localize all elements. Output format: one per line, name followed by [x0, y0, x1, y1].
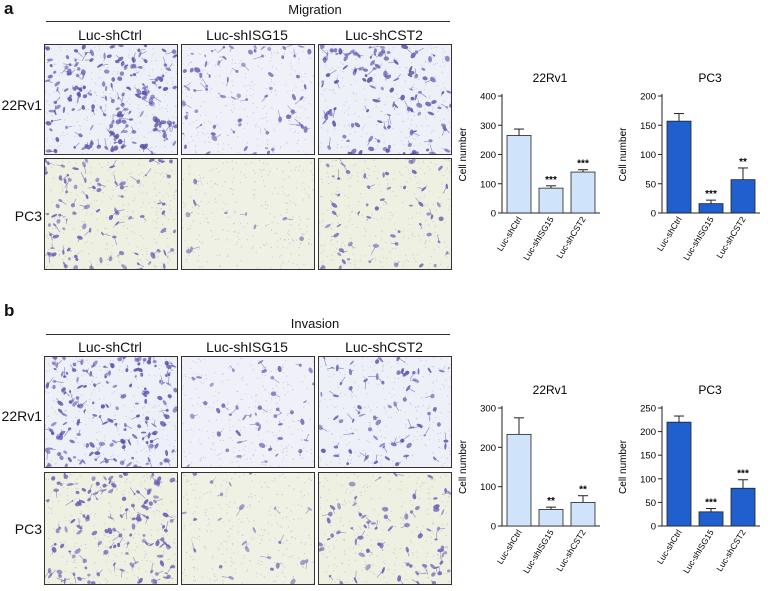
x-tick-label: Luc-shCtrl	[655, 528, 684, 566]
micrograph-migration-22rv1-shcst2	[318, 44, 452, 155]
significance-marker: **	[547, 496, 555, 507]
migration-title: Migration	[288, 2, 342, 17]
significance-marker: **	[739, 157, 747, 168]
y-tick-label: 0	[491, 209, 496, 220]
bar-luc-shctrl	[506, 433, 532, 527]
chart-migration-22rv1: 22Rv1 Cell number 0 100 200 300 400 Luc-shCtrl *…	[458, 71, 600, 263]
y-tick-label: 0	[651, 522, 656, 533]
chart-migration-pc3: PC3 Cell number 0 50 100 150 200 Luc-shCtrl *** L…	[618, 71, 760, 263]
bar-luc-shcst2	[730, 487, 756, 527]
y-tick-label: 400	[480, 92, 496, 103]
chart-title: PC3	[698, 71, 722, 85]
bar-luc-shisg15	[698, 511, 724, 527]
x-tick-label: Luc-shISG15	[521, 215, 556, 263]
chart-title: PC3	[698, 383, 722, 397]
y-tick-label: 100	[480, 482, 496, 493]
micrograph-invasion-22rv1-shisg15	[181, 356, 315, 468]
chart-plot-area	[498, 406, 600, 527]
micrograph-migration-pc3-shctrl	[44, 158, 178, 270]
y-tick-label: 200	[480, 443, 496, 454]
x-tick-label: Luc-shISG15	[521, 528, 556, 576]
y-tick-label: 50	[645, 498, 656, 509]
y-tick-label: 300	[480, 404, 496, 415]
x-tick-label: Luc-shCST2	[554, 528, 588, 574]
y-tick-label: 100	[640, 474, 656, 485]
invasion-title: Invasion	[290, 316, 340, 331]
x-tick-label: Luc-shCST2	[554, 215, 588, 261]
y-tick-label: 200	[640, 92, 656, 103]
y-tick-label: 0	[491, 522, 496, 533]
y-tick-label: 300	[480, 121, 496, 132]
bar-luc-shcst2	[570, 171, 596, 214]
y-tick-label: 150	[640, 121, 656, 132]
invasion-title-rule	[46, 334, 450, 335]
chart-invasion-22rv1: 22Rv1 Cell number 0 100 200 300 Luc-shCtrl ** Lu…	[458, 383, 600, 576]
migration-title-rule	[46, 21, 450, 22]
invasion-row-label-22rv1: 22Rv1	[1, 408, 42, 424]
chart-plot-area	[658, 94, 760, 214]
micrograph-invasion-pc3-shisg15	[181, 472, 315, 585]
significance-marker: ***	[705, 498, 717, 509]
micrograph-migration-22rv1-shctrl	[44, 44, 178, 155]
migration-col-label-shctrl: Luc-shCtrl	[78, 27, 142, 43]
y-tick-label: 150	[640, 451, 656, 462]
bar-luc-shisg15	[698, 203, 724, 214]
invasion-row-label-pc3: PC3	[14, 521, 42, 537]
micrograph-invasion-22rv1-shcst2	[318, 356, 452, 468]
y-axis-label: Cell number	[618, 439, 629, 494]
chart-plot-area	[498, 94, 600, 214]
bar-luc-shctrl	[506, 135, 532, 214]
chart-invasion-pc3: PC3 Cell number 0 50 100 150 200 250 Luc-shCtrl *…	[618, 383, 760, 576]
y-axis-label: Cell number	[458, 439, 469, 494]
micrograph-invasion-pc3-shcst2	[318, 472, 452, 585]
micrograph-invasion-22rv1-shctrl	[44, 356, 178, 468]
y-tick-label: 200	[480, 150, 496, 161]
y-axis-label: Cell number	[458, 127, 469, 182]
chart-title: 22Rv1	[533, 383, 568, 397]
micrograph-migration-pc3-shcst2	[318, 158, 452, 270]
chart-title: 22Rv1	[533, 71, 568, 85]
micrograph-migration-pc3-shisg15	[181, 158, 315, 270]
significance-marker: ***	[545, 175, 557, 186]
micrograph-invasion-pc3-shctrl	[44, 472, 178, 585]
panel-letter-a: a	[4, 0, 14, 18]
bar-luc-shisg15	[538, 509, 564, 527]
bar-luc-shcst2	[570, 502, 596, 527]
x-tick-label: Luc-shCST2	[714, 215, 748, 261]
significance-marker: ***	[577, 159, 589, 170]
y-tick-label: 100	[640, 150, 656, 161]
migration-row-label-pc3: PC3	[14, 208, 42, 224]
panel-letter-b: b	[4, 301, 15, 320]
y-tick-label: 0	[651, 209, 656, 220]
micrograph-migration-22rv1-shisg15	[181, 44, 315, 155]
x-tick-label: Luc-shCtrl	[495, 215, 524, 253]
bar-luc-shctrl	[666, 120, 692, 214]
migration-col-label-shisg15: Luc-shISG15	[206, 27, 288, 43]
migration-col-label-shcst2: Luc-shCST2	[345, 27, 423, 43]
x-tick-label: Luc-shCtrl	[655, 215, 684, 253]
invasion-col-label-shctrl: Luc-shCtrl	[78, 339, 142, 355]
y-tick-label: 200	[640, 427, 656, 438]
migration-row-label-22rv1: 22Rv1	[1, 97, 42, 113]
bar-luc-shctrl	[666, 421, 692, 527]
x-tick-label: Luc-shISG15	[681, 528, 716, 576]
chart-plot-area	[658, 406, 760, 527]
significance-marker: ***	[705, 189, 717, 200]
invasion-col-label-shisg15: Luc-shISG15	[206, 339, 288, 355]
x-tick-label: Luc-shISG15	[681, 215, 716, 263]
significance-marker: **	[579, 485, 587, 496]
significance-marker: ***	[737, 469, 749, 480]
x-tick-label: Luc-shCST2	[714, 528, 748, 574]
y-tick-label: 100	[480, 179, 496, 190]
bar-luc-shcst2	[730, 179, 756, 214]
y-tick-label: 50	[645, 179, 656, 190]
bar-luc-shisg15	[538, 187, 564, 214]
invasion-col-label-shcst2: Luc-shCST2	[345, 339, 423, 355]
x-tick-label: Luc-shCtrl	[495, 528, 524, 566]
y-tick-label: 250	[640, 404, 656, 415]
y-axis-label: Cell number	[618, 127, 629, 182]
